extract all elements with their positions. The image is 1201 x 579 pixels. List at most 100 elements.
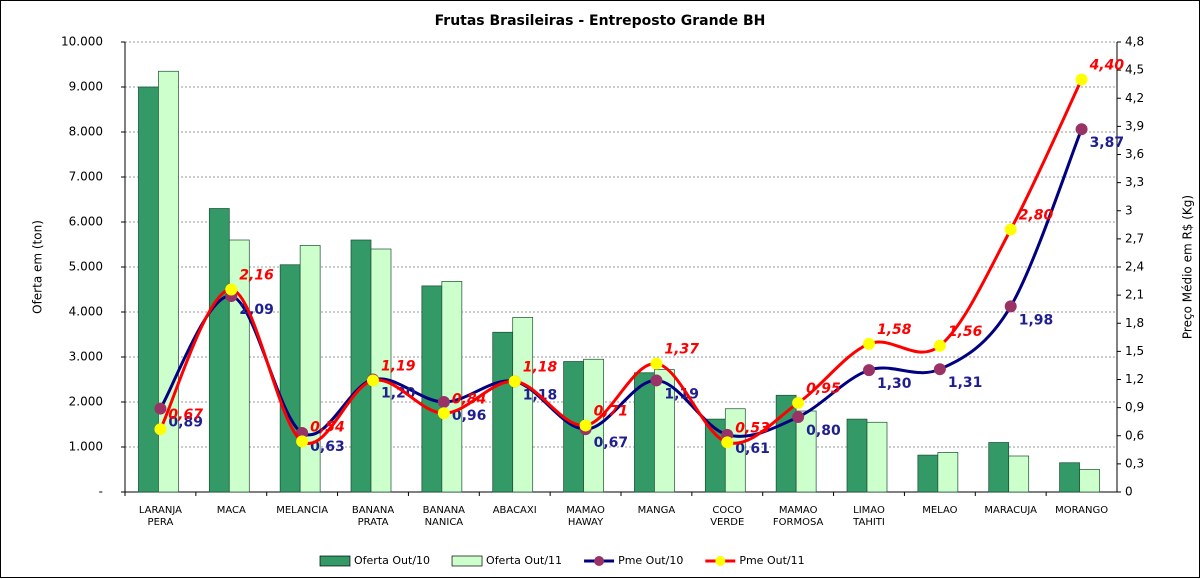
y2-tick-label: 1,8 xyxy=(1125,316,1144,330)
y2-tick-label: 3,9 xyxy=(1125,119,1144,133)
marker xyxy=(721,436,734,449)
legend-swatch xyxy=(451,555,483,567)
marker xyxy=(508,375,521,388)
x-tick-label: MAMAO HAWAY xyxy=(566,505,605,528)
x-tick-label: MELAO xyxy=(922,505,957,516)
y-tick-label: 6.000 xyxy=(69,215,103,229)
bar xyxy=(654,369,675,493)
data-label: 0,61 xyxy=(735,441,770,457)
y2-tick-label: 2,7 xyxy=(1125,231,1144,245)
data-label: 0,96 xyxy=(452,408,487,424)
marker xyxy=(933,339,946,352)
data-label: 4,40 xyxy=(1089,58,1125,74)
bar xyxy=(370,248,392,493)
x-tick-label-line: LARANJA xyxy=(139,505,182,516)
y2-axis-title: Preço Médio em R$ (Kg) xyxy=(1181,195,1195,339)
y2-tick-label: 2,4 xyxy=(1125,260,1144,274)
x-tick-label-line: FORMOSA xyxy=(773,517,824,528)
y-tick-label: 2.000 xyxy=(69,395,103,409)
bar xyxy=(492,331,514,493)
y-tick-label: 10.000 xyxy=(61,35,103,49)
bar xyxy=(1079,469,1100,493)
x-tick-label-line: NANICA xyxy=(425,517,464,528)
bar xyxy=(634,372,655,493)
marker xyxy=(863,364,875,377)
x-tick-label-line: VERDE xyxy=(710,517,744,528)
data-label: 1,31 xyxy=(948,375,983,391)
bar xyxy=(350,239,372,493)
data-label: 2,80 xyxy=(1019,208,1054,224)
data-label: 0,71 xyxy=(594,403,629,419)
y2-tick-label: 2,1 xyxy=(1125,288,1144,302)
x-tick-label: BANANA NANICA xyxy=(423,505,466,528)
data-label: 0,95 xyxy=(806,381,841,397)
bar xyxy=(846,418,868,493)
y2-tick-label: 0,6 xyxy=(1125,428,1144,442)
x-tick-label-line: BANANA xyxy=(352,505,395,516)
y2-tick-label: 1,2 xyxy=(1125,372,1144,386)
data-label: 0,67 xyxy=(594,435,629,451)
x-tick-label-line: LIMAO xyxy=(853,505,885,516)
x-tick-label-line: TAHITI xyxy=(852,517,885,528)
marker xyxy=(792,411,805,423)
bar xyxy=(988,442,1010,493)
x-tick-label: MORANGO xyxy=(1055,505,1108,516)
data-label: 1,37 xyxy=(664,342,699,358)
x-tick-label: MANGA xyxy=(638,505,676,516)
y-axis-title: Oferta em (ton) xyxy=(31,220,45,314)
bar xyxy=(208,208,230,493)
data-label: 0,53 xyxy=(735,420,770,436)
y2-tick-label: 0,3 xyxy=(1125,456,1144,470)
bar xyxy=(441,281,463,493)
x-tick-label-line: MAMAO xyxy=(779,505,818,516)
marker xyxy=(367,374,379,387)
marker xyxy=(154,402,167,415)
legend-marker xyxy=(715,556,726,566)
x-tick-label: LIMAO TAHITI xyxy=(852,505,885,528)
data-label: 0,84 xyxy=(452,391,487,407)
data-label: 1,56 xyxy=(948,324,983,340)
x-tick-label-line: COCO xyxy=(712,505,742,516)
marker xyxy=(154,423,167,436)
marker xyxy=(650,357,663,370)
marker xyxy=(1075,73,1088,86)
bar xyxy=(279,264,301,493)
data-label: 0,63 xyxy=(310,439,345,455)
y2-tick-label: 4,2 xyxy=(1125,91,1144,105)
x-tick-label: MELANCIA xyxy=(276,505,328,516)
y-tick-label: 5.000 xyxy=(69,260,103,274)
y2-tick-label: 1,5 xyxy=(1125,344,1144,358)
y2-tick-label: 3,3 xyxy=(1125,175,1144,189)
x-tick-label: BANANA PRATA xyxy=(352,505,395,528)
bar xyxy=(917,454,939,493)
marker xyxy=(1004,223,1017,236)
y2-tick-label: 0,9 xyxy=(1125,400,1144,414)
data-label: 1,58 xyxy=(877,322,912,338)
data-label: 1,20 xyxy=(381,386,416,402)
legend-marker xyxy=(594,556,605,566)
x-tick-label-line: BANANA xyxy=(423,505,466,516)
y-tick-label: 7.000 xyxy=(69,170,103,184)
legend-swatch xyxy=(319,555,351,567)
x-tick-label: ABACAXI xyxy=(493,505,537,516)
marker xyxy=(437,396,450,408)
bar xyxy=(421,285,443,493)
marker xyxy=(225,283,238,296)
y-tick-label: 1.000 xyxy=(69,440,103,454)
bar xyxy=(775,394,797,493)
data-label: 1,98 xyxy=(1019,312,1054,328)
marker xyxy=(296,435,309,448)
y-tick-label: 9.000 xyxy=(69,80,103,94)
marker xyxy=(437,407,450,420)
x-tick-label: MAMAO FORMOSA xyxy=(773,505,824,528)
marker xyxy=(1075,123,1088,136)
bar xyxy=(299,245,321,493)
data-label: 0,54 xyxy=(310,419,345,435)
y-tick-label: 4.000 xyxy=(69,305,103,319)
bar xyxy=(937,452,959,493)
x-tick-label-line: PERA xyxy=(148,517,174,528)
x-tick-label-line: PRATA xyxy=(358,517,389,528)
legend-label: Pme Out/10 xyxy=(618,554,683,567)
legend-label: Oferta Out/10 xyxy=(354,554,430,567)
y2-tick-label: 3,6 xyxy=(1125,147,1144,161)
